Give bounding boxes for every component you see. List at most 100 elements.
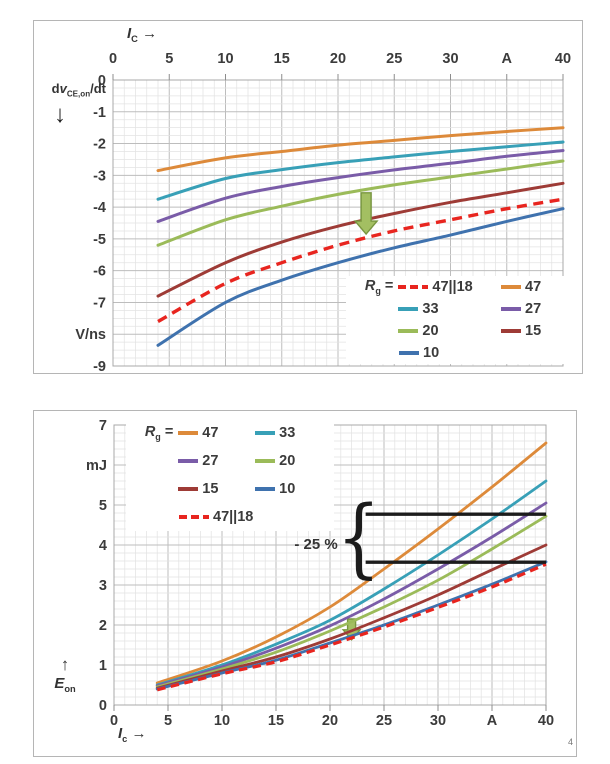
series-line-27 xyxy=(156,149,565,223)
legend-swatch xyxy=(255,459,276,463)
legend-label: 27 xyxy=(525,301,542,317)
legend-row: 15 10 xyxy=(126,475,334,503)
x-tick-label: 40 xyxy=(538,713,554,729)
series-line-33 xyxy=(155,479,548,687)
legend-label: 47||18 xyxy=(213,509,254,525)
legend-item-15: 15 xyxy=(501,323,580,339)
y-tick-label: -5 xyxy=(93,232,106,248)
legend-item-20: 20 xyxy=(255,453,334,469)
legend-swatch xyxy=(501,329,522,333)
legend-label: 20 xyxy=(279,453,296,469)
legend-label: 47 xyxy=(525,279,542,295)
legend-prefix: Rg = xyxy=(144,424,174,442)
legend-item-33: 33 xyxy=(398,301,501,317)
x-axis-title: Ic → xyxy=(118,725,147,744)
x-tick-label: 5 xyxy=(164,713,172,729)
legend-swatch xyxy=(399,351,419,355)
legend-item-20: 20 xyxy=(398,323,501,339)
x-tick-label: 15 xyxy=(274,51,290,67)
x-tick-label: 20 xyxy=(330,51,346,67)
x-tick-label: 40 xyxy=(555,51,571,67)
y-axis-title: dvCE,on/dt xyxy=(51,81,106,99)
legend-item-15: 15 xyxy=(178,481,255,497)
legend-swatch xyxy=(178,459,199,463)
y-tick-label: mJ xyxy=(86,458,107,474)
legend-swatch xyxy=(398,307,419,311)
legend-row: 47||18 xyxy=(126,503,334,531)
legend-label: 33 xyxy=(279,425,296,441)
legend-item-47: 47 xyxy=(178,425,255,441)
y-tick-label: 7 xyxy=(99,418,107,434)
series-line-47 xyxy=(155,441,548,685)
y-tick-label: -6 xyxy=(93,264,106,280)
legend-label: 33 xyxy=(422,301,439,317)
legend-item-4718: 47||18 xyxy=(179,509,257,525)
legend-item-27: 27 xyxy=(501,301,580,317)
x-tick-label: 15 xyxy=(268,713,284,729)
y-tick-label: -9 xyxy=(93,359,106,373)
x-tick-label: 20 xyxy=(322,713,338,729)
series-line-10 xyxy=(156,207,565,347)
y-tick-label: -4 xyxy=(93,200,106,216)
x-tick-label: 30 xyxy=(442,51,458,67)
legend-swatch xyxy=(501,285,522,289)
series-line-27 xyxy=(155,501,548,688)
legend-swatch xyxy=(398,329,419,333)
right-arrow-icon: → xyxy=(142,25,158,42)
legend-row: Rg = 47 33 xyxy=(126,419,334,447)
legend-item-33: 33 xyxy=(255,425,334,441)
legend-item-27: 27 xyxy=(178,453,255,469)
legend-prefix: Rg = xyxy=(364,278,394,296)
legend-swatch xyxy=(178,487,199,491)
x-tick-label: 30 xyxy=(430,713,446,729)
legend-item-47: 47 xyxy=(501,279,580,295)
y-tick-label: -2 xyxy=(93,137,106,153)
chart-eon: {0 5 10 15 20 25 30 A 40 7 mJ 5 4 3 2 1 0 ↑ Eon Ic → - 2… xyxy=(33,410,577,757)
legend-row: 20 15 xyxy=(346,320,580,342)
legend-dvdt: Rg = 47||18 47 33 27 20 15 10 xyxy=(346,276,580,364)
legend-swatch xyxy=(179,515,209,519)
legend-item-10: 10 xyxy=(255,481,334,497)
y-tick-label: V/ns xyxy=(75,327,106,343)
legend-row: 10 xyxy=(346,342,580,364)
series-line-33 xyxy=(156,140,565,201)
series-line-20 xyxy=(155,514,548,689)
series-line-10 xyxy=(155,560,548,691)
x-axis-title: IC → xyxy=(127,25,158,44)
x-tick-label: 0 xyxy=(109,51,117,67)
x-tick-label: 5 xyxy=(165,51,173,67)
y-tick-label: -7 xyxy=(93,295,106,311)
series-line-4718 xyxy=(157,197,564,323)
reduction-brace: { xyxy=(337,489,381,588)
x-tick-label: 10 xyxy=(217,51,233,67)
legend-swatch xyxy=(398,285,429,289)
legend-swatch xyxy=(255,487,276,491)
legend-eon: Rg = 47 33 27 20 15 10 47||18 xyxy=(126,419,334,531)
y-tick-label: 3 xyxy=(99,578,107,594)
legend-item-10: 10 xyxy=(399,345,503,361)
up-arrow-icon: ↑ xyxy=(60,655,70,674)
x-tick-label: 0 xyxy=(110,713,118,729)
x-tick-label: 10 xyxy=(214,713,230,729)
y-tick-label: -3 xyxy=(93,168,106,184)
reduction-label: - 25 % xyxy=(294,536,338,553)
y-tick-label: 5 xyxy=(99,498,107,514)
x-tick-label: A xyxy=(502,51,513,67)
legend-label: 20 xyxy=(422,323,439,339)
y-tick-label: 0 xyxy=(98,73,106,89)
series-line-47 xyxy=(156,126,565,173)
legend-row: 33 27 xyxy=(346,298,580,320)
legend-label: 15 xyxy=(525,323,542,339)
legend-label: 10 xyxy=(423,345,440,361)
down-arrow-icon: ↓ xyxy=(54,101,66,128)
x-axis-symbol: I xyxy=(127,25,132,42)
legend-label: 27 xyxy=(202,453,219,469)
y-tick-label: 2 xyxy=(99,618,107,634)
green-down-arrow xyxy=(353,192,379,236)
x-tick-label: 25 xyxy=(376,713,392,729)
y-tick-label: 4 xyxy=(99,538,107,554)
legend-item-4718: 47||18 xyxy=(398,279,501,295)
legend-row: Rg = 47||18 47 xyxy=(346,276,580,298)
legend-label: 47||18 xyxy=(432,279,473,295)
